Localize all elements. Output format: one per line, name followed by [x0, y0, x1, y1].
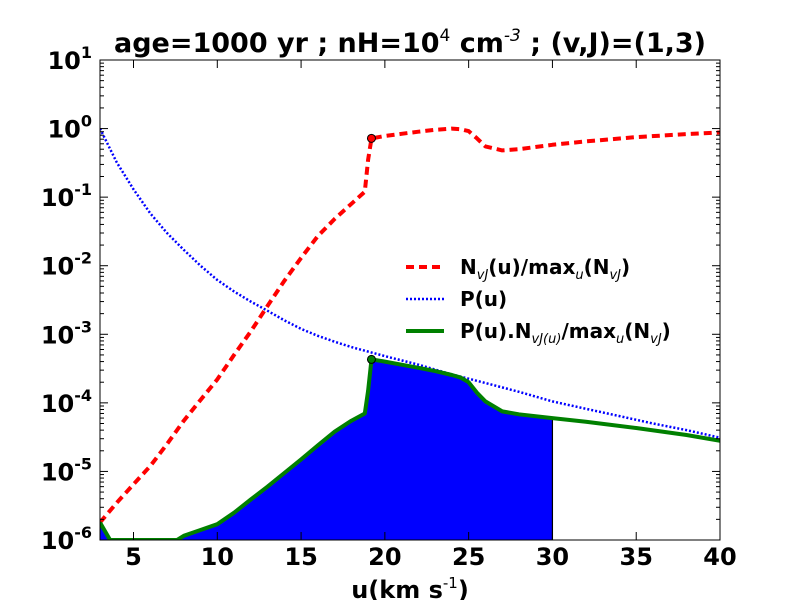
y-tick-label: 10-1: [41, 180, 92, 212]
x-tick-label: 30: [536, 543, 569, 571]
series-line-pu: [100, 128, 720, 439]
legend-label-pu: P(u): [460, 287, 507, 311]
y-tick-label: 100: [47, 112, 92, 144]
title-sup2: -3: [504, 26, 521, 46]
marker-0: [366, 133, 376, 143]
x-tick-label: 10: [201, 543, 234, 571]
x-axis-label: u(km s-1): [351, 574, 469, 600]
x-tick-label: 5: [125, 543, 142, 571]
x-tick-label: 25: [452, 543, 485, 571]
title-mid: cm: [450, 28, 504, 59]
marker-1: [366, 354, 376, 364]
y-tick-label: 10-4: [41, 386, 92, 418]
x-tick-label: 40: [703, 543, 736, 571]
y-tick-label: 10-5: [41, 454, 92, 486]
title-suffix: ; (v,J)=(1,3): [521, 28, 706, 59]
x-tick-label: 20: [368, 543, 401, 571]
series-line-nvj: [100, 126, 720, 524]
plot-frame: [99, 59, 721, 541]
x-tick-label: 15: [284, 543, 317, 571]
filled-area: [100, 359, 553, 540]
y-tick-label: 101: [47, 43, 92, 75]
chart-title: age=1000 yr ; nH=104 cm-3 ; (v,J)=(1,3): [114, 26, 706, 59]
y-tick-label: 10-6: [41, 523, 92, 555]
legend-label-nvj: NvJ(u)/maxu(NvJ): [460, 255, 630, 283]
legend-label-prod: P(u).NvJ(u)/maxu(NvJ): [460, 319, 671, 347]
y-tick-label: 10-3: [41, 317, 92, 349]
x-tick-label: 35: [620, 543, 653, 571]
title-sup1: 4: [440, 26, 451, 46]
axis-ticks: 5 10 15 20 25 30 35 40 10-6 10-5 10-4 10-3 10-2 10-1 1…: [41, 43, 737, 571]
y-tick-label: 10-2: [41, 249, 92, 281]
markers: [366, 133, 376, 364]
title-prefix: age=1000 yr ; nH=10: [114, 28, 440, 59]
legend: NvJ(u)/maxu(NvJ) P(u) P(u).NvJ(u)/maxu(N…: [406, 255, 671, 347]
